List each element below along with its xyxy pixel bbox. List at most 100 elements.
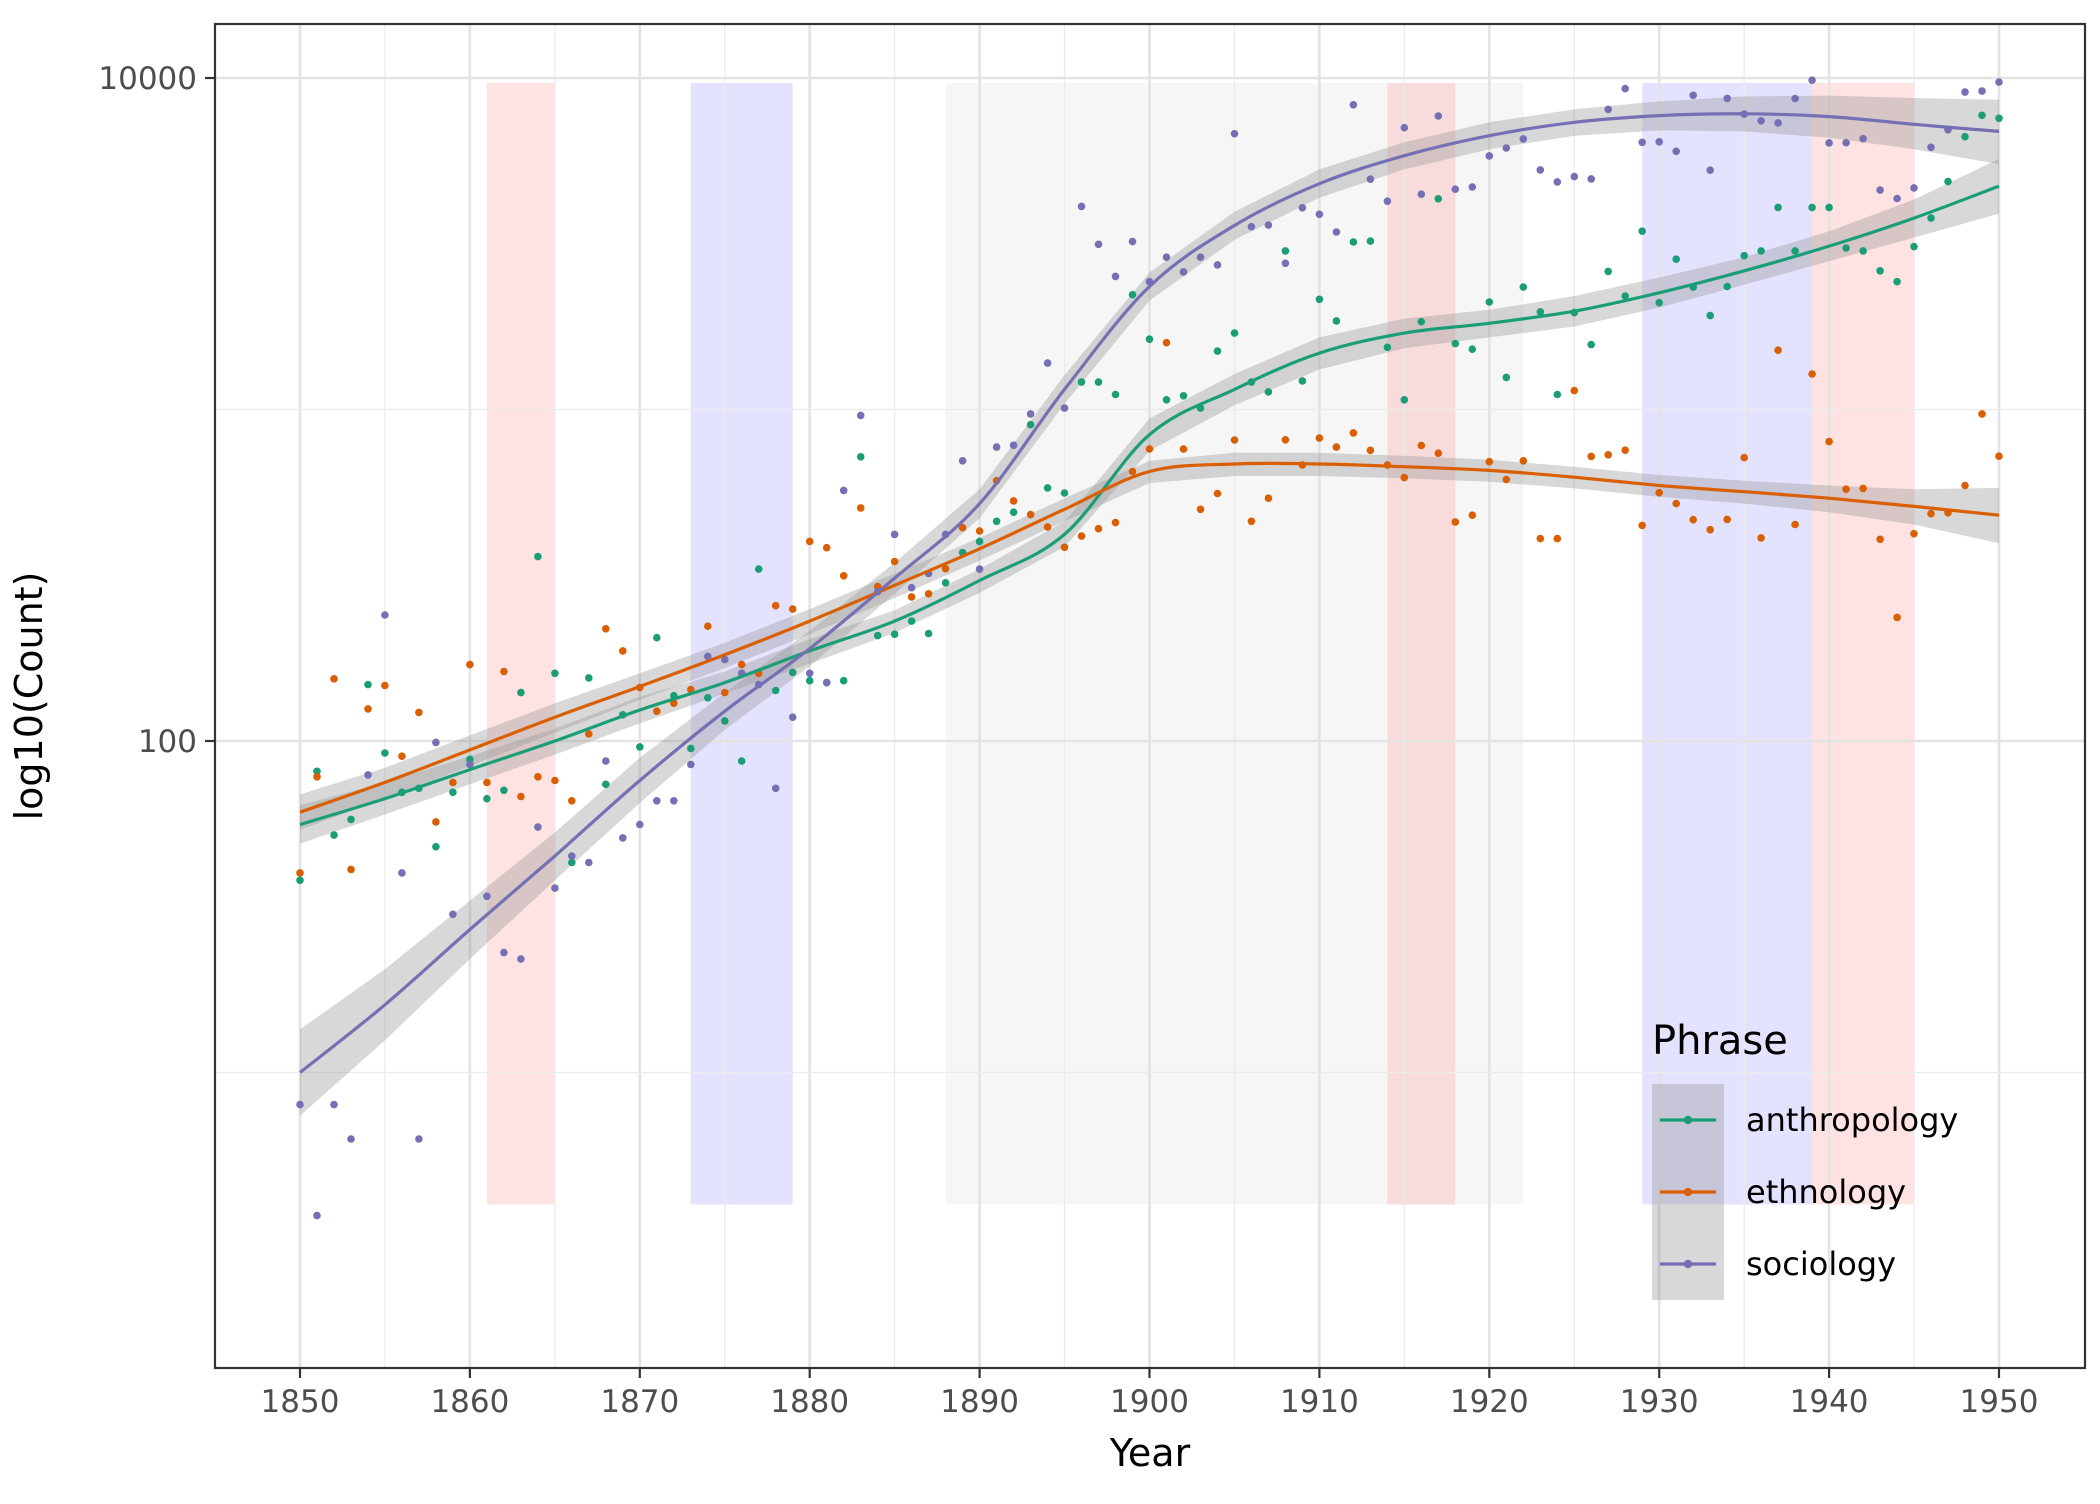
data-point-ethnology xyxy=(1009,497,1018,505)
data-point-ethnology xyxy=(398,752,406,760)
x-tick-label: 1850 xyxy=(261,1384,340,1420)
data-point-sociology xyxy=(1196,253,1205,261)
data-point-anthropology xyxy=(1536,308,1545,316)
data-point-anthropology xyxy=(551,669,559,678)
data-point-anthropology xyxy=(1451,339,1460,348)
data-point-ethnology xyxy=(619,647,627,655)
data-point-sociology xyxy=(1672,147,1680,156)
data-point-anthropology xyxy=(296,876,304,885)
data-point-ethnology xyxy=(1349,429,1358,437)
data-point-ethnology xyxy=(330,675,338,683)
data-point-ethnology xyxy=(1723,515,1731,524)
data-point-sociology xyxy=(466,760,474,769)
data-point-anthropology xyxy=(585,674,593,682)
data-point-sociology xyxy=(1247,222,1256,231)
confidence-band-anthropology xyxy=(300,158,1999,844)
data-point-anthropology xyxy=(1927,214,1935,222)
data-point-anthropology xyxy=(1179,392,1188,400)
data-point-anthropology xyxy=(805,676,814,685)
data-point-ethnology xyxy=(1961,481,1969,490)
data-point-ethnology xyxy=(1281,436,1290,444)
data-point-anthropology xyxy=(449,788,457,797)
data-point-anthropology xyxy=(602,780,610,789)
data-point-ethnology xyxy=(958,523,967,532)
data-point-anthropology xyxy=(1621,292,1629,300)
data-point-sociology xyxy=(822,678,831,687)
data-point-ethnology xyxy=(1604,451,1612,459)
data-point-anthropology xyxy=(754,565,763,573)
data-point-anthropology xyxy=(1485,298,1494,306)
data-point-ethnology xyxy=(1162,338,1171,347)
data-point-anthropology xyxy=(1842,244,1850,252)
data-point-ethnology xyxy=(1230,436,1239,444)
data-point-sociology xyxy=(517,955,525,963)
data-point-anthropology xyxy=(1094,378,1103,386)
y-tick-label: 10000 xyxy=(98,61,197,97)
data-point-sociology xyxy=(1808,76,1816,84)
data-point-sociology xyxy=(1162,253,1171,261)
data-point-ethnology xyxy=(907,593,916,601)
data-point-anthropology xyxy=(1060,489,1069,497)
data-point-sociology xyxy=(330,1100,338,1109)
data-point-ethnology xyxy=(415,708,423,717)
data-point-ethnology xyxy=(313,773,321,781)
data-point-anthropology xyxy=(1332,317,1341,325)
data-point-ethnology xyxy=(449,778,457,787)
data-point-ethnology xyxy=(1910,529,1918,538)
x-tick-label: 1890 xyxy=(940,1384,1019,1420)
data-point-sociology xyxy=(449,910,457,919)
data-point-anthropology xyxy=(1026,420,1035,429)
data-point-ethnology xyxy=(1536,534,1545,543)
data-point-sociology xyxy=(1876,186,1884,194)
data-point-anthropology xyxy=(992,517,1001,526)
data-point-sociology xyxy=(1536,166,1545,174)
data-point-sociology xyxy=(1978,87,1986,95)
data-point-anthropology xyxy=(1502,373,1511,382)
data-point-anthropology xyxy=(1723,282,1731,291)
shaded-period-red-1861-1865 xyxy=(486,82,555,1205)
data-point-ethnology xyxy=(1026,510,1035,519)
data-point-anthropology xyxy=(1961,132,1969,141)
data-point-sociology xyxy=(687,760,695,769)
data-point-ethnology xyxy=(1842,485,1850,494)
data-point-sociology xyxy=(958,457,967,465)
data-point-anthropology xyxy=(364,680,372,689)
data-point-anthropology xyxy=(1604,267,1612,276)
data-point-anthropology xyxy=(1281,247,1290,255)
data-point-sociology xyxy=(619,834,627,842)
data-point-sociology xyxy=(1434,112,1443,120)
data-point-anthropology xyxy=(1876,267,1884,275)
data-point-anthropology xyxy=(941,579,950,587)
data-point-anthropology xyxy=(1417,317,1426,326)
data-point-ethnology xyxy=(1332,443,1341,451)
data-point-sociology xyxy=(839,486,848,495)
data-point-ethnology xyxy=(721,688,729,697)
data-point-sociology xyxy=(907,583,916,592)
data-point-anthropology xyxy=(1519,283,1528,291)
data-point-ethnology xyxy=(1145,445,1154,453)
legend-key-point-ethnology xyxy=(1683,1187,1693,1197)
data-point-sociology xyxy=(1859,134,1867,143)
x-axis-title: Year xyxy=(1109,1431,1191,1475)
data-point-ethnology xyxy=(364,705,372,713)
data-point-anthropology xyxy=(687,744,695,753)
legend-key-point-sociology xyxy=(1683,1259,1693,1269)
data-point-sociology xyxy=(1519,135,1528,143)
data-point-ethnology xyxy=(1893,613,1901,622)
data-point-sociology xyxy=(1570,172,1579,181)
data-point-anthropology xyxy=(1213,347,1222,355)
data-point-ethnology xyxy=(856,504,865,512)
data-point-ethnology xyxy=(296,869,304,877)
data-point-sociology xyxy=(1706,166,1714,174)
x-tick-label: 1950 xyxy=(1960,1384,2039,1420)
data-point-ethnology xyxy=(1060,543,1069,552)
data-point-ethnology xyxy=(1825,437,1833,446)
data-point-sociology xyxy=(1655,138,1663,146)
data-point-anthropology xyxy=(1859,247,1867,255)
data-point-sociology xyxy=(1638,138,1646,147)
data-point-ethnology xyxy=(941,564,950,573)
data-point-anthropology xyxy=(1230,329,1239,337)
data-point-sociology xyxy=(1825,139,1833,147)
data-point-sociology xyxy=(1910,184,1918,192)
data-point-ethnology xyxy=(1468,511,1477,519)
